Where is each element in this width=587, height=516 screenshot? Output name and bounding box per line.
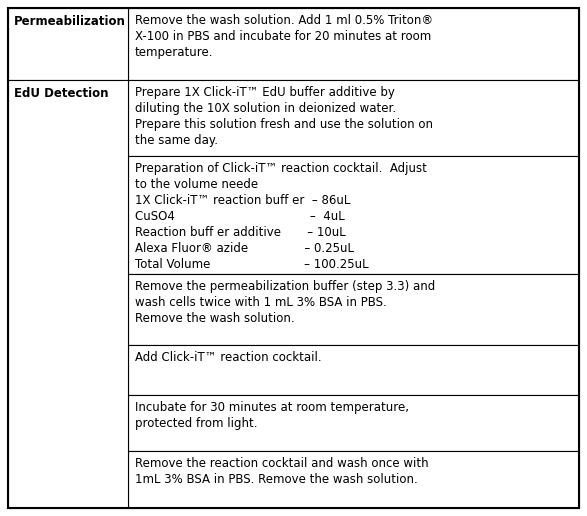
Bar	[128, 395, 579, 451]
Bar	[128, 275, 579, 345]
Bar	[128, 451, 579, 508]
Text: Prepare 1X Click-iT™ EdU buffer additive by
diluting the 10X solution in deioniz: Prepare 1X Click-iT™ EdU buffer additive…	[135, 86, 433, 147]
Bar	[128, 79, 579, 156]
Bar	[8, 79, 128, 508]
Text: Permeabilization: Permeabilization	[14, 15, 126, 28]
Text: Preparation of Click-iT™ reaction cocktail.  Adjust
to the volume neede
1X Click: Preparation of Click-iT™ reaction cockta…	[135, 162, 427, 271]
Text: EdU Detection: EdU Detection	[14, 87, 109, 100]
Bar	[128, 156, 579, 275]
Text: Add Click-iT™ reaction cocktail.: Add Click-iT™ reaction cocktail.	[135, 350, 322, 364]
Bar	[128, 8, 579, 79]
Text: Remove the permeabilization buffer (step 3.3) and
wash cells twice with 1 mL 3% : Remove the permeabilization buffer (step…	[135, 280, 435, 326]
Text: Remove the reaction cocktail and wash once with
1mL 3% BSA in PBS. Remove the wa: Remove the reaction cocktail and wash on…	[135, 457, 429, 486]
Bar	[8, 8, 128, 79]
Text: Remove the wash solution. Add 1 ml 0.5% Triton®
X-100 in PBS and incubate for 20: Remove the wash solution. Add 1 ml 0.5% …	[135, 14, 433, 59]
Text: Incubate for 30 minutes at room temperature,
protected from light.: Incubate for 30 minutes at room temperat…	[135, 401, 409, 430]
Bar	[128, 345, 579, 395]
